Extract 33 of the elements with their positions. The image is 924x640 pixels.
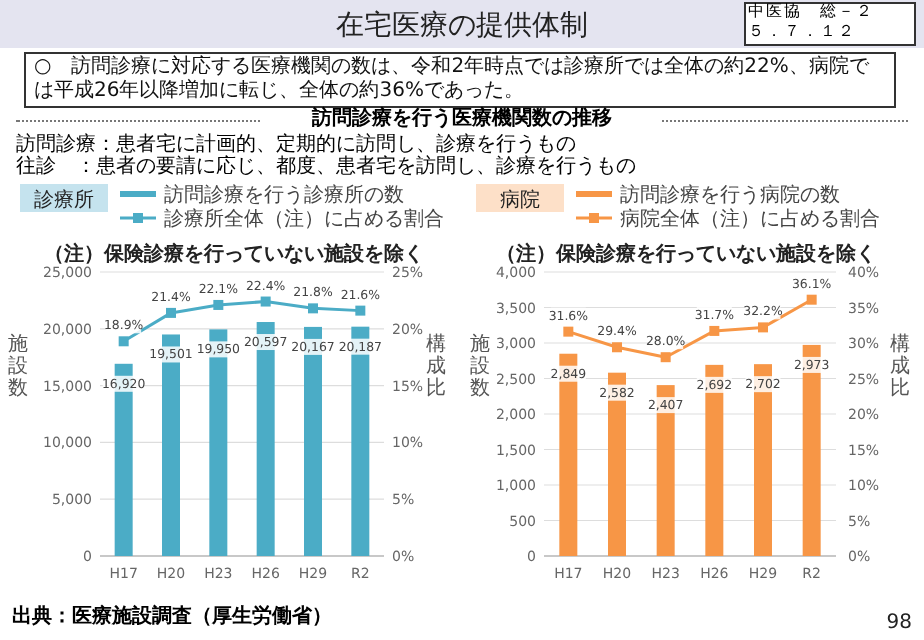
legend-label: 病院全体（注）に占める割合 bbox=[620, 207, 880, 231]
chart-title: 診療所 bbox=[34, 188, 94, 212]
text: 往診 ：患者の要請に応じ、都度、患者宅を訪問し、診療を行うもの bbox=[16, 156, 636, 178]
legend-label: 訪問診療を行う診療所の数 bbox=[164, 183, 404, 207]
point bbox=[166, 307, 176, 318]
text: 在宅医療の提供体制 bbox=[336, 10, 588, 42]
text: （注）保険診療を行っていない施設を除く bbox=[496, 242, 876, 266]
chart-title: 病院 bbox=[500, 188, 540, 212]
point bbox=[213, 299, 224, 310]
y-axis-title: 施設数 bbox=[8, 332, 28, 400]
point bbox=[563, 326, 574, 337]
text: （注）保険診療を行っていない施設を除く bbox=[44, 242, 424, 266]
y-axis-title: 施設数 bbox=[470, 332, 490, 400]
point bbox=[308, 303, 318, 314]
point bbox=[660, 352, 671, 363]
point bbox=[806, 294, 817, 305]
point bbox=[260, 296, 271, 307]
text: 訪問診療を行う医療機関数の推移 bbox=[262, 108, 662, 132]
point bbox=[709, 325, 720, 336]
point bbox=[118, 336, 129, 347]
source-note: 出典：医療施設調査（厚生労働省） bbox=[12, 606, 332, 630]
legend-label: 訪問診療を行う病院の数 bbox=[620, 183, 840, 207]
point bbox=[355, 305, 366, 316]
text: ５．７．１２ bbox=[748, 22, 858, 42]
y2-axis-title: 構成比 bbox=[890, 332, 910, 400]
point bbox=[758, 322, 768, 333]
legend-label: 診療所全体（注）に占める割合 bbox=[164, 207, 444, 231]
text: 中医協 総－２ bbox=[748, 2, 876, 22]
text: ○ 訪問診療に対応する医療機関の数は、令和2年時点では診療所では全体の約22%、病院では平成26年以降増加に転じ、全体の約36%であった。 bbox=[24, 52, 896, 108]
y2-axis-title: 構成比 bbox=[426, 332, 446, 400]
point bbox=[612, 342, 622, 353]
text: 98 bbox=[886, 612, 912, 634]
text: 訪問診療：患者宅に計画的、定期的に訪問し、診療を行うもの bbox=[16, 134, 576, 156]
